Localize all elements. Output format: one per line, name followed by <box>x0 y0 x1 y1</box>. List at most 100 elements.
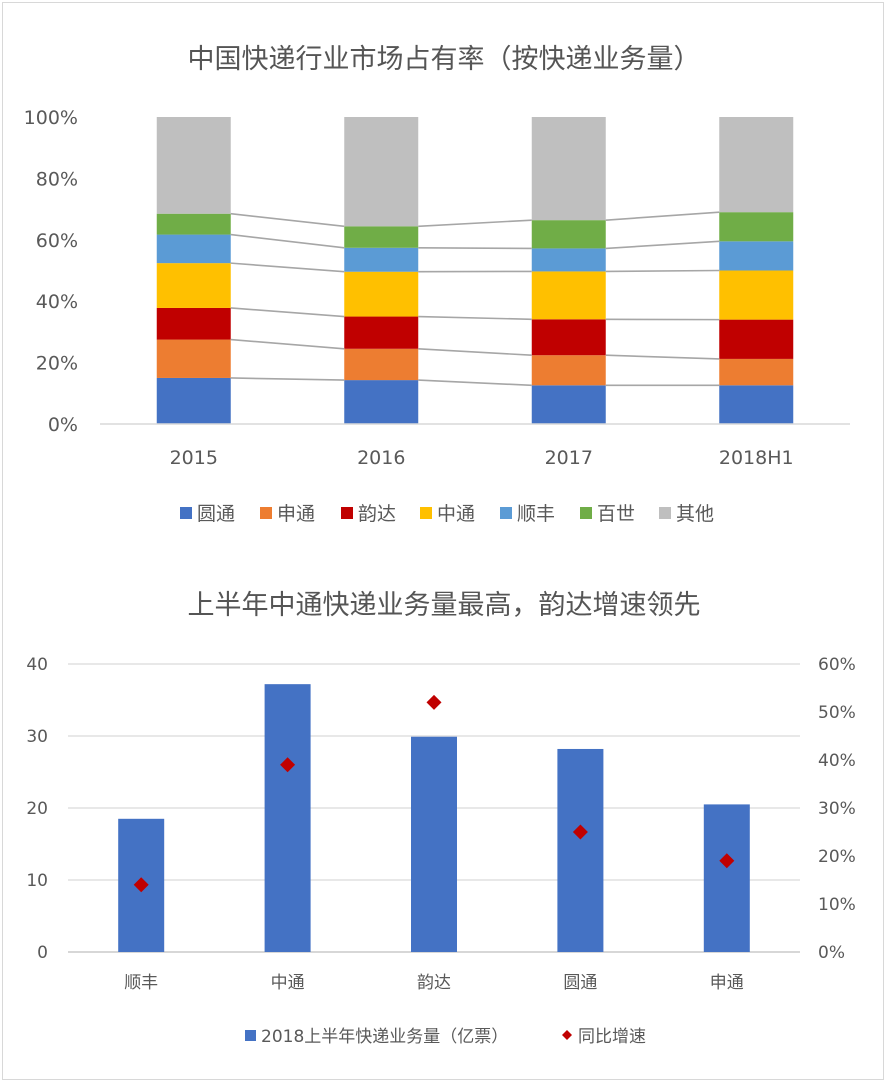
chart1-x-tick-label: 2016 <box>357 447 405 469</box>
chart2-point-1 <box>280 757 296 773</box>
chart1-series-line <box>605 211 720 221</box>
chart1-bar-segment-4-3 <box>719 241 794 271</box>
chart1-bar-segment-6-2 <box>531 117 606 221</box>
chart2-y2-tick-label: 60% <box>818 655 856 675</box>
chart1-legend-label: 其他 <box>676 503 714 525</box>
chart1-legend-label: 申通 <box>277 503 315 525</box>
chart1-bar-segment-3-3 <box>719 270 794 320</box>
chart1-series-line <box>418 315 532 321</box>
chart1-x-tick-label: 2015 <box>170 447 218 469</box>
chart1-legend-swatch-0 <box>180 507 192 519</box>
chart2-point-4 <box>719 853 735 869</box>
chart1-legend-swatch-6 <box>659 507 671 519</box>
chart1-series-line <box>230 307 345 318</box>
chart1-series-line <box>418 347 532 357</box>
chart1-bar-segment-3-2 <box>531 271 606 320</box>
chart1-bar-segment-4-1 <box>344 247 419 272</box>
chart1-bar-segment-2-3 <box>719 319 794 359</box>
chart1-bar-segment-5-3 <box>719 212 794 242</box>
chart1-bar-segment-1-3 <box>719 358 794 386</box>
chart2-y2-tick-label: 0% <box>818 943 845 963</box>
chart1-y-tick-label: 40% <box>36 291 78 313</box>
chart2-legend-swatch-1 <box>562 1030 572 1040</box>
chart2-y2-tick-label: 10% <box>818 895 856 915</box>
chart1-legend-label: 圆通 <box>197 503 235 525</box>
chart2-legend-swatch-0 <box>245 1030 256 1041</box>
chart2-y-tick-label: 20 <box>26 799 48 819</box>
chart1-bar-segment-1-0 <box>156 339 231 378</box>
chart1-bar-segment-0-3 <box>719 385 794 424</box>
chart1-bar-segment-0-1 <box>344 380 419 424</box>
chart1-bar-segment-4-2 <box>531 248 606 272</box>
chart1-bar-segment-0-2 <box>531 385 606 424</box>
chart2-x-tick-label: 申通 <box>710 973 744 993</box>
chart2-legend-label: 同比增速 <box>578 1027 646 1047</box>
chart2-legend-label: 2018上半年快递业务量（亿票） <box>261 1027 508 1047</box>
chart1-y-tick-label: 20% <box>36 353 78 375</box>
chart1-series-line <box>418 246 532 250</box>
chart1-bar-segment-6-0 <box>156 117 231 214</box>
chart1-series-line <box>418 219 532 228</box>
chart2-y2-tick-label: 50% <box>818 703 856 723</box>
chart2-x-tick-label: 韵达 <box>417 973 451 993</box>
chart1-series-line <box>605 354 720 360</box>
chart2-y-tick-label: 10 <box>26 871 48 891</box>
chart1-series-line <box>230 377 345 381</box>
chart1-bar-segment-3-1 <box>344 271 419 317</box>
chart2-x-tick-label: 顺丰 <box>124 973 158 993</box>
chart2-y-tick-label: 40 <box>26 655 48 675</box>
chart1-bar-segment-3-0 <box>156 263 231 308</box>
chart1-bar-segment-6-3 <box>719 117 794 213</box>
chart1-series-line <box>605 240 720 250</box>
chart1-y-tick-label: 0% <box>48 414 78 436</box>
chart1-title: 中国快递行业市场占有率（按快递业务量） <box>188 44 701 75</box>
chart1-legend-label: 韵达 <box>358 503 396 525</box>
chart2-bar-3 <box>557 748 604 952</box>
chart1-bar-segment-0-0 <box>156 377 231 424</box>
chart1-bar-segment-1-1 <box>344 348 419 381</box>
chart1-bar-segment-4-0 <box>156 234 231 264</box>
chart1-bar-segment-5-0 <box>156 213 231 235</box>
chart2-y2-tick-label: 30% <box>818 799 856 819</box>
chart1-series-line <box>418 379 532 387</box>
chart1-y-tick-label: 60% <box>36 230 78 252</box>
chart2-point-2 <box>426 694 442 710</box>
chart2-point-0 <box>133 877 149 893</box>
chart1-y-tick-label: 80% <box>36 168 78 190</box>
chart1-bar-segment-2-0 <box>156 307 231 340</box>
chart1-legend-swatch-2 <box>341 507 353 519</box>
chart1-legend-swatch-4 <box>500 507 512 519</box>
chart2-bar-2 <box>411 736 457 952</box>
chart2-y-tick-label: 0 <box>37 943 48 963</box>
chart1-legend-swatch-5 <box>580 507 592 519</box>
chart1-legend-swatch-1 <box>260 507 272 519</box>
chart2-y2-tick-label: 20% <box>818 847 856 867</box>
chart1-series-line <box>230 262 345 273</box>
chart1-legend-label: 中通 <box>437 503 475 525</box>
chart1-legend-label: 顺丰 <box>517 503 555 525</box>
chart1-bar-segment-2-1 <box>344 316 419 349</box>
chart2-title: 上半年中通快递业务量最高，韵达增速领先 <box>188 590 701 621</box>
chart1-bar-segment-5-2 <box>531 220 606 249</box>
chart2-x-tick-label: 中通 <box>271 973 305 993</box>
chart1-x-tick-label: 2018H1 <box>719 447 794 469</box>
chart1-bar-segment-5-1 <box>344 226 419 248</box>
chart2-bar-1 <box>264 684 311 952</box>
chart1-bar-segment-6-1 <box>344 117 419 227</box>
chart1-series-line <box>230 233 345 249</box>
chart2-y-tick-label: 30 <box>26 727 48 747</box>
chart1-series-line <box>230 338 345 350</box>
chart2-y2-tick-label: 40% <box>818 751 856 771</box>
chart1-x-tick-label: 2017 <box>545 447 593 469</box>
chart2-x-tick-label: 圆通 <box>563 973 597 993</box>
chart1-series-line <box>230 212 345 228</box>
chart1-bar-segment-2-2 <box>531 319 606 356</box>
chart1-bar-segment-1-2 <box>531 355 606 386</box>
chart1-legend-label: 百世 <box>597 503 635 525</box>
chart2-bar-4 <box>703 804 750 952</box>
chart1-legend-swatch-3 <box>420 507 432 519</box>
chart2-point-3 <box>572 824 588 840</box>
chart1-series-line <box>605 269 720 273</box>
chart1-y-tick-label: 100% <box>24 107 78 129</box>
